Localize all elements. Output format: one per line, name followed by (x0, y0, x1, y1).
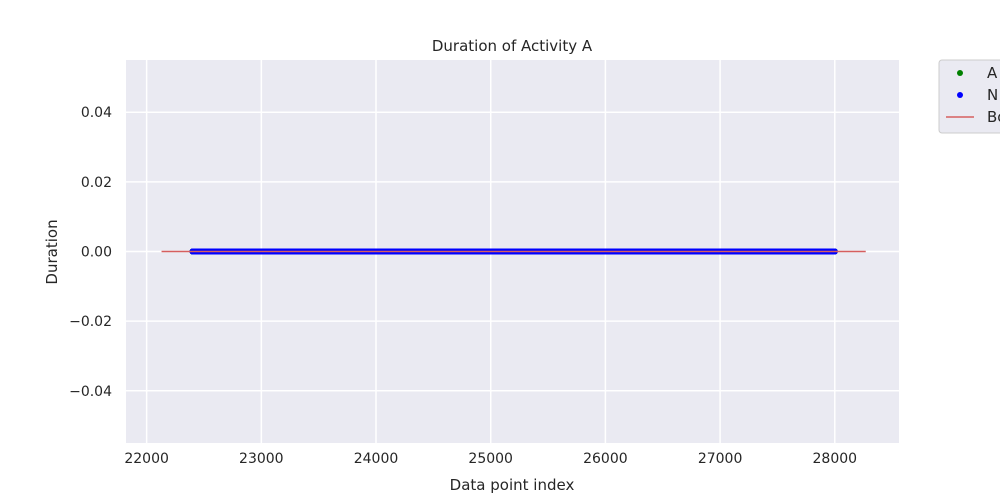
legend-label-n: N (987, 86, 998, 104)
y-tick-labels: 0.04 0.02 0.00 −0.02 −0.04 (69, 105, 112, 400)
legend-label-a: A (987, 64, 998, 82)
y-tick-label: 0.04 (81, 105, 112, 121)
x-tick-labels: 22000 23000 24000 25000 26000 27000 28000 (124, 451, 857, 467)
y-axis-title: Duration (43, 219, 61, 284)
x-tick-label: 25000 (468, 451, 513, 467)
y-tick-label: 0.02 (81, 175, 112, 191)
x-tick-label: 22000 (124, 451, 169, 467)
legend-label-bo: Bo (987, 108, 1000, 126)
x-tick-label: 23000 (239, 451, 284, 467)
x-tick-label: 28000 (813, 451, 858, 467)
x-tick-label: 24000 (354, 451, 399, 467)
chart-title: Duration of Activity A (432, 37, 593, 55)
y-tick-label: −0.02 (69, 314, 112, 330)
legend-marker-a (957, 70, 963, 76)
x-axis-title: Data point index (450, 476, 575, 494)
legend: A N Bo (938, 59, 1000, 134)
y-tick-label: 0.00 (81, 245, 112, 261)
legend-marker-n (957, 92, 963, 98)
legend-frame (938, 59, 1000, 134)
x-tick-label: 26000 (583, 451, 628, 467)
marks (161, 248, 866, 255)
y-tick-label: −0.04 (69, 384, 112, 400)
x-tick-label: 27000 (698, 451, 743, 467)
